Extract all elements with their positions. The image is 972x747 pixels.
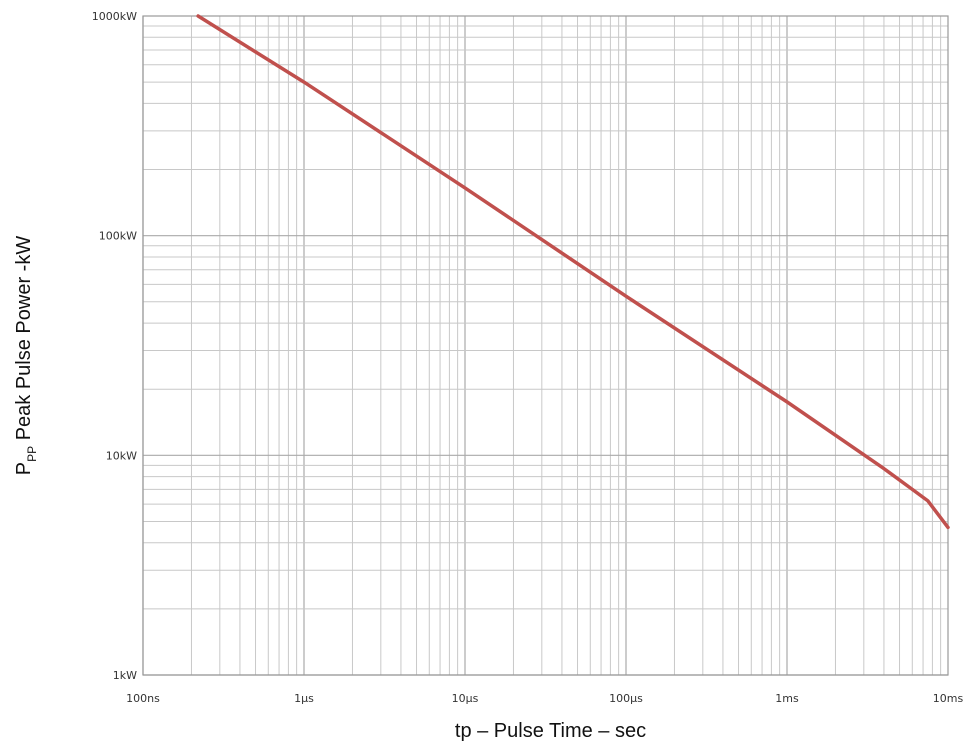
x-tick-label: 100ns [126, 692, 160, 705]
y-axis-title-subscript: PP [25, 446, 39, 462]
x-axis-title: tp – Pulse Time – sec [455, 720, 646, 742]
grid [142, 16, 948, 676]
y-axis-title-main: P [13, 462, 35, 475]
y-axis-title-rest: Peak Pulse Power -kW [13, 236, 35, 446]
x-tick-label: 10ms [933, 692, 964, 705]
y-tick-label: 1kW [113, 669, 137, 682]
plot-frame [142, 15, 949, 676]
y-tick-label: 10kW [106, 449, 137, 462]
series-layer [196, 14, 950, 530]
x-tick-label: 1µs [294, 692, 314, 705]
x-tick-labels: 100ns 1µs 10µs 100µs 1ms 10ms [126, 692, 963, 705]
series-line-0 [196, 14, 950, 530]
x-tick-label: 10µs [452, 692, 479, 705]
y-axis-title: PPP Peak Pulse Power -kW [13, 236, 39, 476]
x-tick-label: 100µs [609, 692, 643, 705]
y-tick-labels: 1kW 10kW 100kW 1000kW [92, 10, 137, 682]
y-tick-label: 1000kW [92, 10, 137, 23]
y-tick-label: 100kW [99, 230, 137, 243]
x-tick-label: 1ms [775, 692, 799, 705]
